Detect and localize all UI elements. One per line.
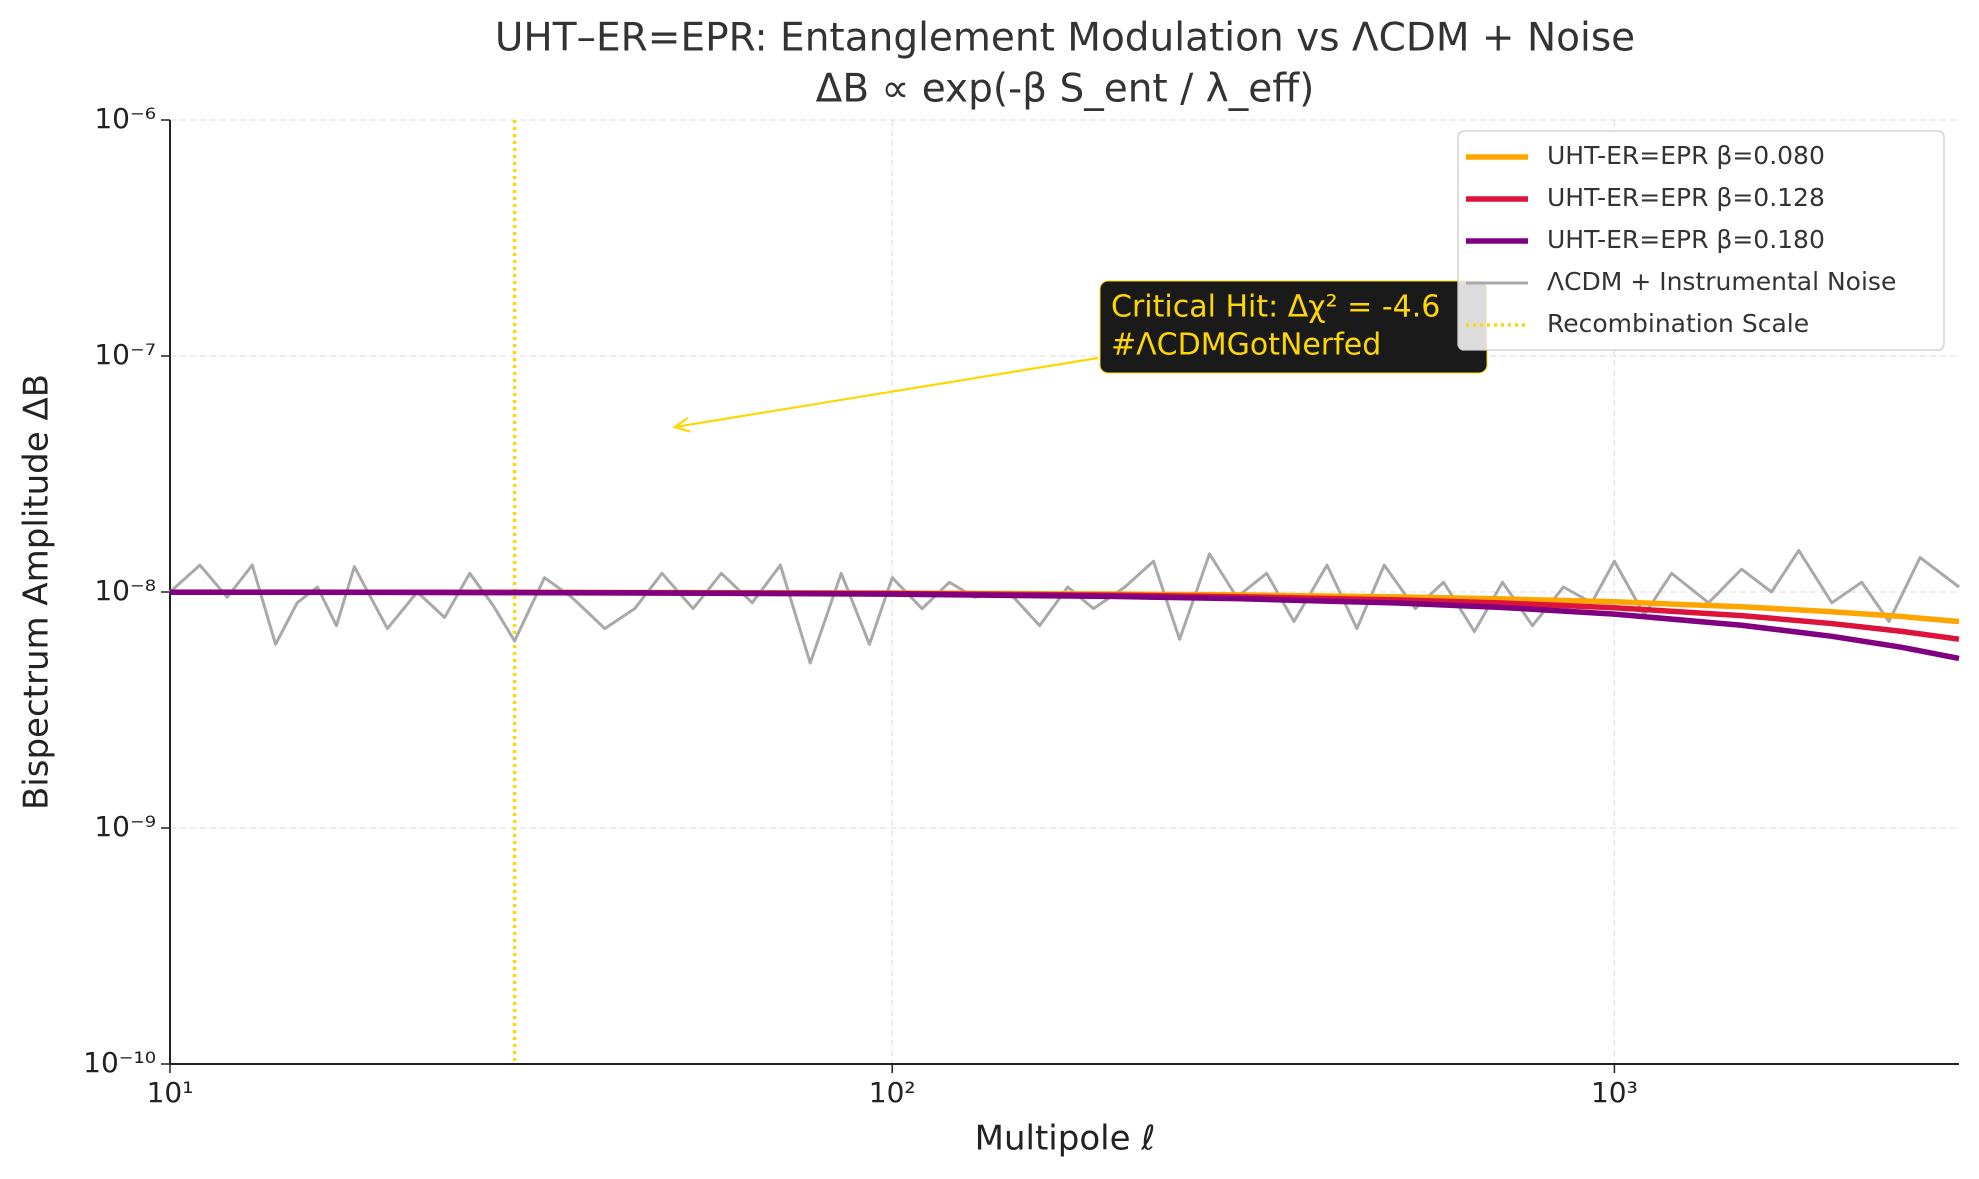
legend-label: UHT-ER=EPR β=0.080 bbox=[1547, 141, 1825, 170]
legend-label: UHT-ER=EPR β=0.128 bbox=[1547, 183, 1825, 212]
y-axis-label: Bispectrum Amplitude ΔB bbox=[17, 374, 57, 810]
annotation-text: #ΛCDMGotNerfed bbox=[1111, 328, 1381, 363]
legend-label: UHT-ER=EPR β=0.180 bbox=[1547, 225, 1825, 254]
x-axis-label: Multipole ℓ bbox=[975, 1119, 1156, 1159]
annotation-arrow bbox=[674, 356, 1099, 429]
y-tick-label: 10⁻⁸ bbox=[94, 574, 156, 607]
annotation-arrowhead bbox=[672, 416, 691, 433]
series-line bbox=[169, 589, 1960, 662]
legend-box bbox=[1457, 130, 1945, 351]
annotation-text: Critical Hit: Δχ² = -4.6 bbox=[1111, 290, 1440, 325]
series-line bbox=[168, 548, 1960, 665]
y-tick-label: 10⁻⁷ bbox=[94, 338, 156, 371]
chart-subtitle: ΔB ∝ exp(-β S_ent / λ_eff) bbox=[816, 67, 1315, 112]
x-tick-label: 10² bbox=[869, 1076, 916, 1109]
y-tick-label: 10⁻¹⁰ bbox=[83, 1046, 156, 1079]
legend-label: ΛCDM + Instrumental Noise bbox=[1547, 267, 1896, 296]
x-tick-label: 10³ bbox=[1591, 1076, 1638, 1109]
legend-label: Recombination Scale bbox=[1547, 309, 1809, 338]
series-line bbox=[169, 589, 1960, 642]
x-tick-label: 10¹ bbox=[147, 1076, 194, 1109]
y-tick-label: 10⁻⁹ bbox=[94, 810, 156, 843]
chart-title: UHT–ER=EPR: Entanglement Modulation vs Λ… bbox=[495, 16, 1635, 61]
y-tick-label: 10⁻⁶ bbox=[94, 102, 156, 135]
